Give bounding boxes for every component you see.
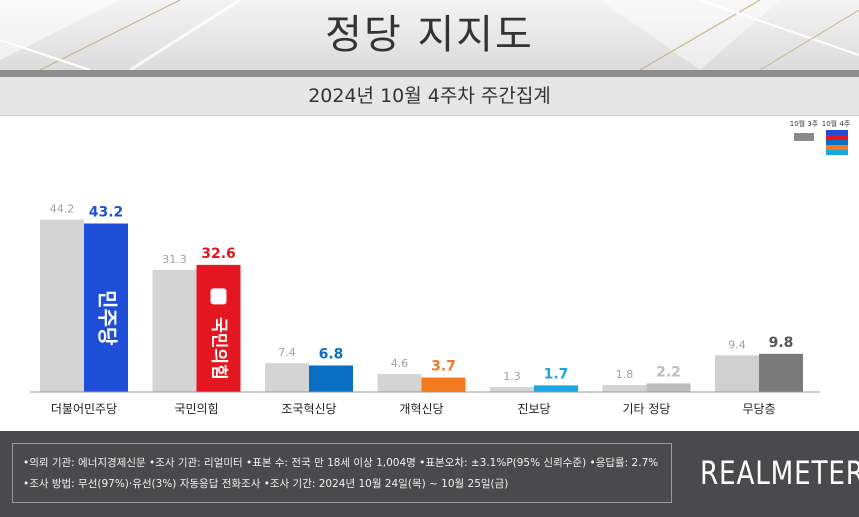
data-label-current-3: 3.7	[431, 359, 456, 375]
bar-prev-3	[377, 374, 422, 392]
survey-info-line-1: •의뢰 기관: 에너지경제신문 •조사 기관: 리얼미터 •표본 수: 전국 만…	[23, 457, 659, 469]
legend-swatch-prev	[794, 133, 814, 141]
category-label-5: 기타 정당	[623, 402, 671, 416]
legend-swatch-current-0	[826, 130, 848, 135]
brand-logo: REALMETER	[700, 454, 859, 492]
bar-current-5	[646, 383, 691, 392]
data-label-prev-1: 31.3	[162, 253, 187, 266]
survey-info-box: •의뢰 기관: 에너지경제신문 •조사 기관: 리얼미터 •표본 수: 전국 만…	[12, 443, 672, 503]
data-label-prev-5: 1.8	[616, 368, 634, 381]
bar-prev-5	[602, 384, 647, 392]
data-label-prev-0: 44.2	[50, 203, 75, 216]
legend-swatch-current-4	[826, 150, 848, 155]
party-logo-0: 민주당	[96, 290, 120, 346]
bar-prev-1	[152, 269, 197, 392]
footer: •의뢰 기관: 에너지경제신문 •조사 기관: 리얼미터 •표본 수: 전국 만…	[0, 431, 859, 517]
bar-prev-0	[40, 219, 84, 392]
category-label-6: 무당층	[742, 402, 775, 416]
legend-label-prev: 10월 3주	[790, 119, 819, 128]
bar-prev-4	[490, 386, 534, 392]
category-label-3: 개혁신당	[399, 402, 443, 416]
legend-label-current: 10월 4주	[822, 119, 851, 128]
bar-current-4	[534, 385, 578, 392]
page-title: 정당 지지도	[325, 12, 534, 58]
category-label-2: 조국혁신당	[281, 402, 336, 416]
category-label-4: 진보당	[517, 402, 550, 416]
page-subtitle: 2024년 10월 4주차 주간집계	[0, 77, 859, 116]
data-label-current-0: 43.2	[89, 205, 124, 221]
legend-swatch-current-3	[826, 145, 848, 150]
data-label-current-1: 32.6	[201, 246, 236, 262]
data-label-current-2: 6.8	[319, 346, 344, 362]
bar-current-1	[196, 264, 241, 392]
bar-prev-2	[265, 363, 309, 392]
category-label-1: 국민의힘	[174, 402, 218, 416]
bar-chart: 10월 3주 10월 4주 44.2 43.2 더불어민주당 민주당 31.3 32.6 국민의…	[30, 119, 851, 416]
category-label-0: 더불어민주당	[51, 402, 117, 416]
data-label-prev-4: 1.3	[503, 370, 521, 383]
bar-prev-6	[715, 355, 759, 392]
data-label-current-4: 1.7	[544, 366, 569, 382]
header-decoration	[0, 0, 859, 70]
bar-current-6	[759, 353, 803, 392]
data-label-current-5: 2.2	[656, 364, 681, 380]
header-divider	[0, 70, 859, 77]
bar-current-0	[84, 223, 128, 392]
data-label-prev-2: 7.4	[278, 346, 296, 359]
data-label-current-6: 9.8	[769, 335, 794, 351]
survey-info-line-2: •조사 방법: 무선(97%)·유선(3%) 자동응답 전화조사 •조사 기간:…	[23, 478, 509, 490]
data-label-prev-3: 4.6	[391, 357, 409, 370]
bar-current-3	[421, 377, 466, 392]
header-banner: 정당 지지도	[0, 0, 859, 70]
party-logo-mark-1	[210, 288, 227, 305]
data-label-prev-6: 9.4	[728, 338, 746, 351]
legend-swatch-current-1	[826, 135, 848, 140]
legend-swatch-current-2	[826, 140, 848, 145]
party-logo-1: 국민의힘	[209, 317, 230, 380]
bar-current-2	[309, 365, 353, 392]
